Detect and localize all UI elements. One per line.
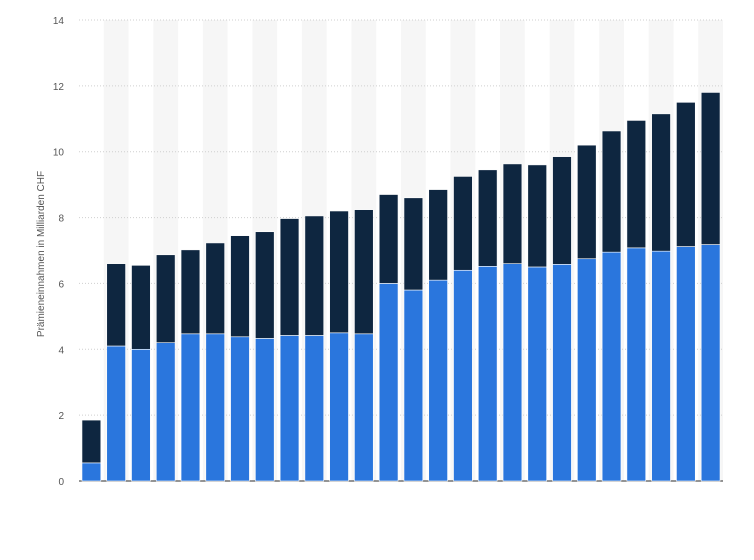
bar-segment-lower bbox=[378, 283, 399, 482]
bar-segment-lower bbox=[428, 279, 448, 482]
bar-segment-upper bbox=[279, 218, 300, 336]
bar-segment-lower bbox=[700, 244, 721, 482]
bars bbox=[81, 92, 721, 482]
bar-segment-upper bbox=[230, 235, 250, 338]
bar-segment-lower bbox=[676, 246, 696, 482]
bar-segment-upper bbox=[255, 231, 275, 339]
bar-segment-lower bbox=[403, 289, 424, 482]
bar-segment-upper bbox=[700, 92, 721, 245]
y-tick-label: 10 bbox=[53, 148, 65, 159]
bar-segment-upper bbox=[428, 189, 448, 281]
y-tick-label: 8 bbox=[58, 214, 64, 225]
bar-segment-lower bbox=[131, 348, 151, 482]
bar-segment-lower bbox=[577, 258, 597, 482]
y-tick-label: 14 bbox=[53, 16, 65, 27]
bar-segment-upper bbox=[552, 156, 572, 265]
bar-segment-upper bbox=[601, 130, 622, 253]
bar-segment-lower bbox=[255, 338, 275, 482]
bar-segment-upper bbox=[155, 254, 176, 344]
bar-segment-lower bbox=[354, 333, 374, 482]
bar-segment-lower bbox=[477, 266, 498, 482]
y-tick-label: 2 bbox=[58, 411, 64, 422]
y-axis-title: Prämieneinnahmen in Milliarden CHF bbox=[36, 171, 47, 337]
bar-segment-lower bbox=[304, 335, 325, 482]
bar-segment-upper bbox=[205, 242, 225, 335]
bar-segment-lower bbox=[81, 462, 102, 482]
bar-segment-upper bbox=[304, 215, 325, 336]
bar-segment-lower bbox=[601, 251, 622, 482]
bar-segment-lower bbox=[180, 333, 201, 482]
bar-segment-lower bbox=[329, 332, 349, 482]
bar-segment-upper bbox=[453, 176, 473, 271]
y-tick-label: 12 bbox=[53, 82, 65, 93]
bar-segment-upper bbox=[378, 194, 399, 284]
bar-segment-upper bbox=[577, 144, 597, 260]
bar-segment-lower bbox=[651, 250, 671, 482]
bar-segment-lower bbox=[205, 333, 225, 482]
bar-segment-upper bbox=[131, 265, 151, 350]
bar-segment-lower bbox=[155, 342, 176, 482]
bar-segment-lower bbox=[552, 264, 572, 482]
bar-segment-lower bbox=[626, 247, 647, 482]
bar-segment-upper bbox=[180, 249, 201, 335]
bar-segment-upper bbox=[329, 210, 349, 334]
bar-segment-upper bbox=[403, 197, 424, 291]
bar-segment-lower bbox=[230, 336, 250, 482]
bar-segment-lower bbox=[502, 263, 523, 482]
bar-segment-upper bbox=[651, 113, 671, 252]
bar-segment-upper bbox=[626, 120, 647, 249]
bar-segment-upper bbox=[106, 263, 126, 347]
bar-segment-upper bbox=[527, 164, 547, 268]
bar-segment-lower bbox=[106, 345, 126, 482]
y-tick-label: 4 bbox=[58, 345, 64, 356]
bar-segment-upper bbox=[676, 102, 696, 247]
bar-segment-upper bbox=[354, 209, 374, 335]
bar-segment-upper bbox=[502, 163, 523, 264]
y-tick-label: 0 bbox=[58, 477, 64, 488]
y-tick-label: 6 bbox=[58, 279, 64, 290]
y-axis-ticks: 0 2 4 6 8 10 12 14 bbox=[53, 16, 65, 488]
bar-segment-upper bbox=[81, 419, 102, 464]
bar-segment-upper bbox=[477, 169, 498, 267]
bar-segment-lower bbox=[527, 266, 547, 482]
bar-segment-lower bbox=[279, 335, 300, 482]
bar-segment-lower bbox=[453, 269, 473, 482]
